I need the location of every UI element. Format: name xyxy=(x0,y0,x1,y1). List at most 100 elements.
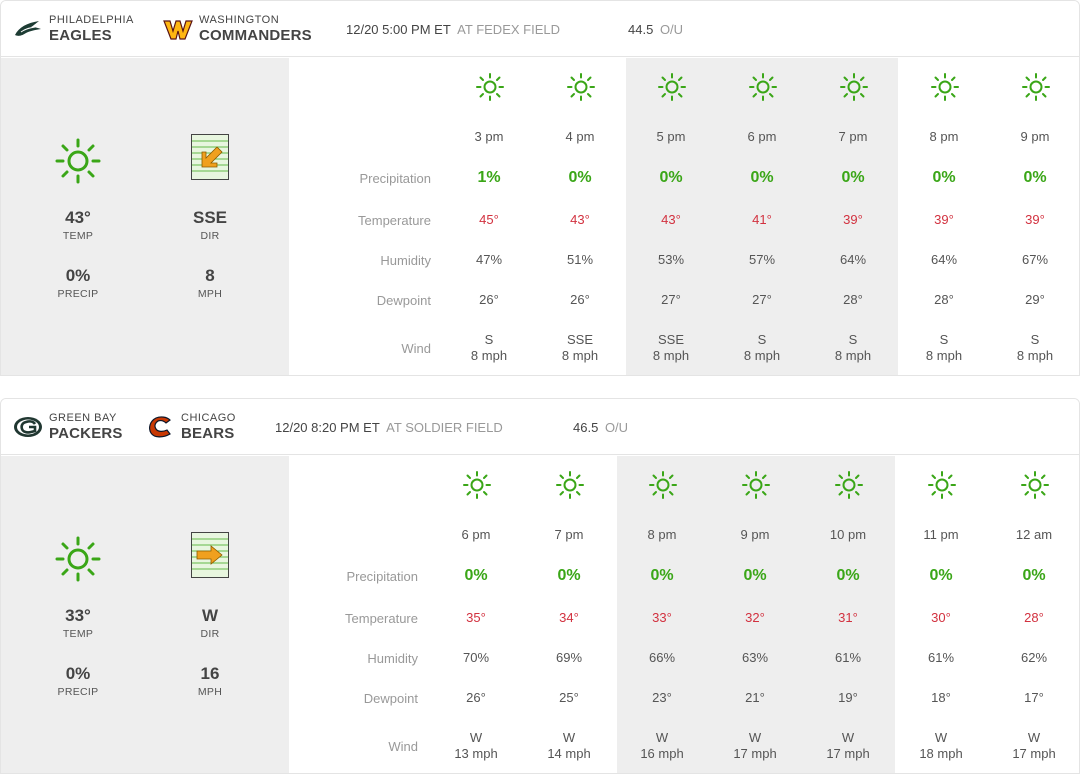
hour-time: 3 pm xyxy=(474,129,504,144)
hour-precipitation: 1% xyxy=(477,169,501,186)
sun-icon xyxy=(567,73,595,101)
hour-dewpoint: 28° xyxy=(843,292,863,307)
hour-wind-direction: S xyxy=(484,332,494,347)
hour-temperature: 33° xyxy=(652,610,672,625)
away-team-name: EAGLES xyxy=(49,27,112,44)
hour-wind-speed: 17 mph xyxy=(826,746,870,761)
hour-dewpoint: 28° xyxy=(934,292,954,307)
away-team[interactable]: GREEN BAY PACKERS xyxy=(13,411,143,443)
hour-wind-speed: 8 mph xyxy=(925,348,963,363)
hour-column: 9 pm 0% 32° 63% 21° W 17 mph xyxy=(710,456,800,773)
hour-wind-speed: 16 mph xyxy=(640,746,684,761)
hour-humidity: 61% xyxy=(834,650,862,665)
hour-temperature: 39° xyxy=(843,212,863,227)
hour-column: 10 pm 0% 31° 61% 19° W 17 mph xyxy=(803,456,893,773)
hour-temperature: 28° xyxy=(1024,610,1044,625)
kickoff-time: 12/20 8:20 PM ET xyxy=(275,420,380,435)
hour-humidity: 47% xyxy=(475,252,503,267)
hour-wind-direction: S xyxy=(939,332,949,347)
away-team[interactable]: PHILADELPHIA EAGLES xyxy=(13,13,163,45)
game-header: PHILADELPHIA EAGLES WASHINGTON COMMANDER… xyxy=(1,1,1079,57)
hour-precipitation: 0% xyxy=(841,169,865,186)
summary-temp-label: TEMP xyxy=(62,230,94,242)
hour-wind-speed: 13 mph xyxy=(454,746,498,761)
home-team-city: CHICAGO xyxy=(181,412,236,424)
summary-precip-label: PRECIP xyxy=(57,288,99,300)
sun-icon xyxy=(658,73,686,101)
hourly-forecast: Precipitation Temperature Humidity Dewpo… xyxy=(289,58,1079,375)
hour-time: 6 pm xyxy=(747,129,777,144)
hour-humidity: 51% xyxy=(566,252,594,267)
hour-precipitation: 0% xyxy=(464,567,488,584)
hour-temperature: 31° xyxy=(838,610,858,625)
row-label-temperature: Temperature xyxy=(345,611,418,626)
hour-column: 6 pm 0% 41° 57% 27° S 8 mph xyxy=(717,58,807,375)
hour-precipitation: 0% xyxy=(750,169,774,186)
hour-precipitation: 0% xyxy=(836,567,860,584)
hour-time: 9 pm xyxy=(1020,129,1050,144)
hour-humidity: 53% xyxy=(657,252,685,267)
hour-time: 4 pm xyxy=(565,129,595,144)
hour-wind-speed: 8 mph xyxy=(652,348,690,363)
row-label-dewpoint: Dewpoint xyxy=(363,691,418,706)
hour-temperature: 34° xyxy=(559,610,579,625)
packers-logo xyxy=(14,417,42,437)
game-window-highlight xyxy=(617,456,895,773)
hour-precipitation: 0% xyxy=(650,567,674,584)
home-team[interactable]: WASHINGTON COMMANDERS xyxy=(163,13,333,45)
hour-dewpoint: 18° xyxy=(931,690,951,705)
summary-temp: 43° xyxy=(65,208,91,227)
kickoff-time: 12/20 5:00 PM ET xyxy=(346,22,451,37)
hour-column: 4 pm 0% 43° 51% 26° SSE 8 mph xyxy=(535,58,625,375)
game-card-eagles-commanders: PHILADELPHIA EAGLES WASHINGTON COMMANDER… xyxy=(0,0,1080,376)
sun-icon xyxy=(556,471,584,499)
row-label-temperature: Temperature xyxy=(358,213,431,228)
home-team[interactable]: CHICAGO BEARS xyxy=(145,411,265,443)
sun-icon xyxy=(55,138,101,184)
sun-icon xyxy=(931,73,959,101)
summary-precip: 0% xyxy=(65,266,91,285)
over-under-label: O/U xyxy=(604,420,629,435)
hour-dewpoint: 27° xyxy=(752,292,772,307)
hour-column: 3 pm 1% 45° 47% 26° S 8 mph xyxy=(444,58,534,375)
game-weather-summary: 43° TEMP SSE DIR 0% PRECIP 8 MPH xyxy=(1,58,289,375)
hour-temperature: 39° xyxy=(1025,212,1045,227)
bears-logo xyxy=(149,416,171,438)
row-label-precipitation: Precipitation xyxy=(346,569,418,584)
hour-humidity: 57% xyxy=(748,252,776,267)
home-team-city: WASHINGTON xyxy=(199,14,280,26)
commanders-logo xyxy=(163,20,193,40)
summary-wind-speed: 8 xyxy=(205,266,215,285)
summary-dir-label: DIR xyxy=(200,628,220,640)
arrow-right-icon xyxy=(192,533,228,577)
hour-wind-speed: 8 mph xyxy=(834,348,872,363)
hour-dewpoint: 29° xyxy=(1025,292,1045,307)
game-window-highlight xyxy=(626,58,898,375)
row-label-precipitation: Precipitation xyxy=(359,171,431,186)
row-label-humidity: Humidity xyxy=(367,651,418,666)
sun-icon xyxy=(463,471,491,499)
hour-precipitation: 0% xyxy=(659,169,683,186)
away-team-name: PACKERS xyxy=(49,425,123,442)
hour-dewpoint: 17° xyxy=(1024,690,1044,705)
hour-humidity: 62% xyxy=(1020,650,1048,665)
hour-time: 11 pm xyxy=(923,527,959,542)
hour-wind-speed: 8 mph xyxy=(470,348,508,363)
eagles-logo xyxy=(15,21,41,36)
sun-icon xyxy=(749,73,777,101)
hour-wind-speed: 18 mph xyxy=(919,746,963,761)
hour-time: 7 pm xyxy=(554,527,584,542)
hour-temperature: 45° xyxy=(479,212,499,227)
hour-time: 12 am xyxy=(1015,527,1053,542)
summary-wind-speed: 16 xyxy=(200,664,220,683)
hour-wind-direction: W xyxy=(655,730,669,745)
hour-column: 12 am 0% 28° 62% 17° W 17 mph xyxy=(989,456,1079,773)
hour-precipitation: 0% xyxy=(932,169,956,186)
hour-wind-speed: 14 mph xyxy=(547,746,591,761)
venue: AT FEDEX FIELD xyxy=(457,22,560,37)
hour-time: 8 pm xyxy=(647,527,677,542)
hour-wind-direction: W xyxy=(469,730,483,745)
hour-dewpoint: 21° xyxy=(745,690,765,705)
over-under-label: O/U xyxy=(659,22,684,37)
hour-temperature: 43° xyxy=(661,212,681,227)
